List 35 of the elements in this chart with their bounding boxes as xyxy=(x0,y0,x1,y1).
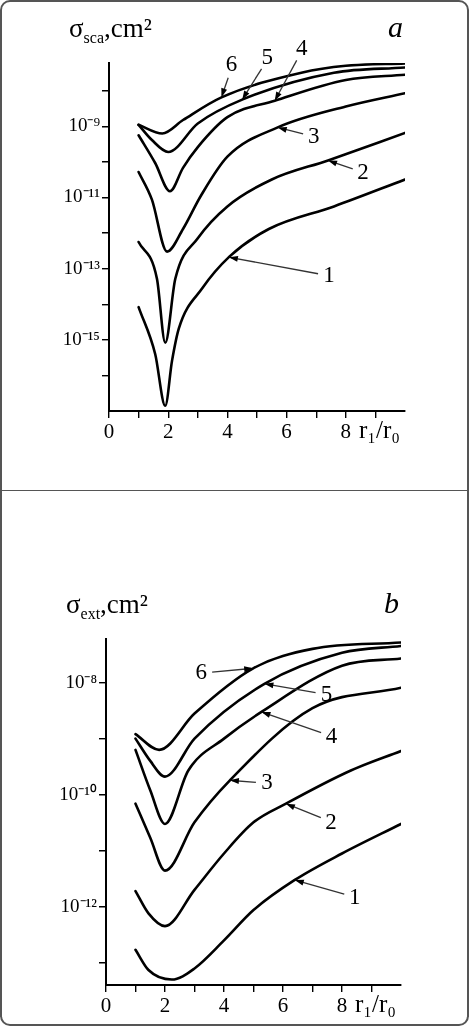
x-tick-label: 0 xyxy=(103,419,115,444)
annotation: 4 xyxy=(296,34,309,60)
text: a xyxy=(388,10,403,43)
x-axis-title: r₁/r₀ xyxy=(355,990,397,1017)
text: b xyxy=(384,586,399,619)
x-axis-title: r₁/r₀ xyxy=(359,416,401,443)
x-tick-label: 6 xyxy=(277,993,289,1018)
x-tick-label: 8 xyxy=(340,419,352,444)
annotation: 2 xyxy=(357,159,369,185)
annotation: 3 xyxy=(261,769,273,795)
y-tick-label: 10⁻¹¹ xyxy=(63,185,101,207)
annotation: 5 xyxy=(320,680,333,706)
annotation: 2 xyxy=(325,808,337,834)
x-tick-label: 8 xyxy=(336,993,348,1018)
x-tick-label: 2 xyxy=(159,993,171,1018)
annotation: 6 xyxy=(195,659,207,685)
y-axis-title: σ$_{sca}$,cm² xyxy=(69,13,152,47)
y-tick-label: 10⁻¹⁰ xyxy=(59,782,97,804)
y-axis-title: σ$_{ext}$,cm² xyxy=(66,589,148,623)
annotation: 6 xyxy=(225,51,238,77)
annotation: 3 xyxy=(307,123,320,149)
y-tick-label: 10⁻¹⁵ xyxy=(62,327,100,349)
annotation: 1 xyxy=(349,884,361,909)
x-tick-label: 2 xyxy=(162,419,174,444)
y-tick-label: 10⁻¹² xyxy=(60,894,98,916)
y-tick-label: 10⁻¹³ xyxy=(63,256,101,278)
annotation: 4 xyxy=(325,722,338,748)
annotation: 5 xyxy=(261,43,273,69)
x-tick-label: 4 xyxy=(218,993,230,1018)
annotation: 1 xyxy=(323,262,335,288)
y-tick-label: 10⁻⁸ xyxy=(65,670,97,692)
x-tick-label: 4 xyxy=(222,419,234,444)
x-tick-label: 0 xyxy=(100,993,112,1018)
x-tick-label: 6 xyxy=(281,419,292,444)
y-tick-label: 10⁻⁹ xyxy=(68,114,101,136)
